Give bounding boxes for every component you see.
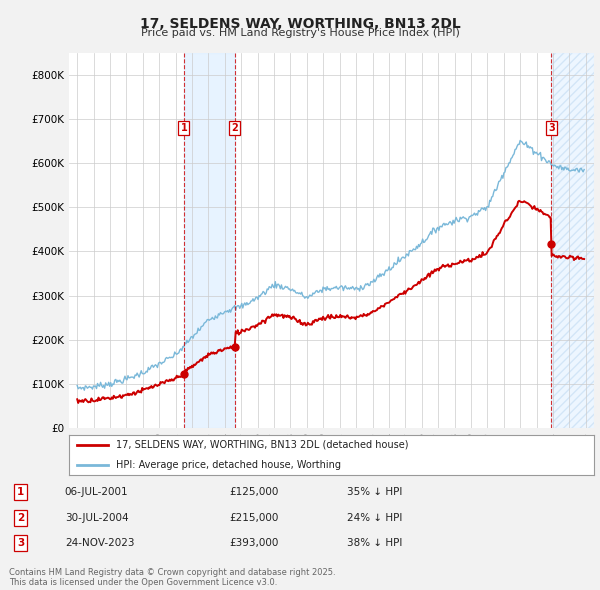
- Text: £215,000: £215,000: [229, 513, 279, 523]
- Text: 1: 1: [181, 123, 187, 133]
- Text: 35% ↓ HPI: 35% ↓ HPI: [347, 487, 403, 497]
- Text: 2: 2: [232, 123, 238, 133]
- Text: 24% ↓ HPI: 24% ↓ HPI: [347, 513, 403, 523]
- Text: 2: 2: [17, 513, 25, 523]
- Text: 06-JUL-2001: 06-JUL-2001: [65, 487, 128, 497]
- Text: Contains HM Land Registry data © Crown copyright and database right 2025.
This d: Contains HM Land Registry data © Crown c…: [9, 568, 335, 587]
- Text: 3: 3: [548, 123, 555, 133]
- Text: 30-JUL-2004: 30-JUL-2004: [65, 513, 128, 523]
- Text: 1: 1: [17, 487, 25, 497]
- Text: 17, SELDENS WAY, WORTHING, BN13 2DL: 17, SELDENS WAY, WORTHING, BN13 2DL: [140, 17, 460, 31]
- Bar: [551, 53, 594, 428]
- Text: 3: 3: [17, 538, 25, 548]
- Text: HPI: Average price, detached house, Worthing: HPI: Average price, detached house, Wort…: [116, 460, 341, 470]
- Bar: [551, 53, 594, 428]
- Text: Price paid vs. HM Land Registry's House Price Index (HPI): Price paid vs. HM Land Registry's House …: [140, 28, 460, 38]
- Text: £393,000: £393,000: [229, 538, 279, 548]
- Text: 38% ↓ HPI: 38% ↓ HPI: [347, 538, 403, 548]
- Text: £125,000: £125,000: [229, 487, 279, 497]
- Bar: [184, 53, 235, 428]
- Text: 17, SELDENS WAY, WORTHING, BN13 2DL (detached house): 17, SELDENS WAY, WORTHING, BN13 2DL (det…: [116, 440, 409, 450]
- Text: 24-NOV-2023: 24-NOV-2023: [65, 538, 134, 548]
